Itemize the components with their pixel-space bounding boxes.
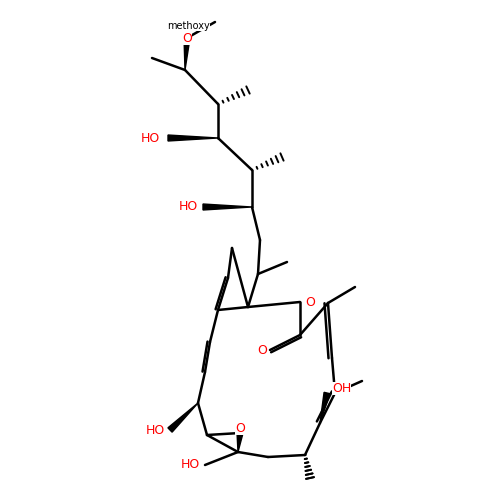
Text: O: O — [257, 344, 267, 356]
Text: O: O — [182, 32, 192, 44]
Text: HO: HO — [146, 424, 165, 436]
Polygon shape — [168, 403, 198, 432]
Polygon shape — [203, 204, 252, 210]
Text: HO: HO — [181, 458, 200, 471]
Text: O: O — [235, 422, 245, 434]
Text: methoxy: methoxy — [168, 21, 210, 31]
Polygon shape — [237, 432, 243, 452]
Text: HO: HO — [179, 200, 198, 213]
Polygon shape — [320, 392, 330, 423]
Text: HO: HO — [141, 132, 160, 144]
Text: O: O — [305, 296, 315, 308]
Polygon shape — [184, 38, 190, 70]
Text: OH: OH — [332, 382, 351, 394]
Polygon shape — [168, 135, 218, 141]
